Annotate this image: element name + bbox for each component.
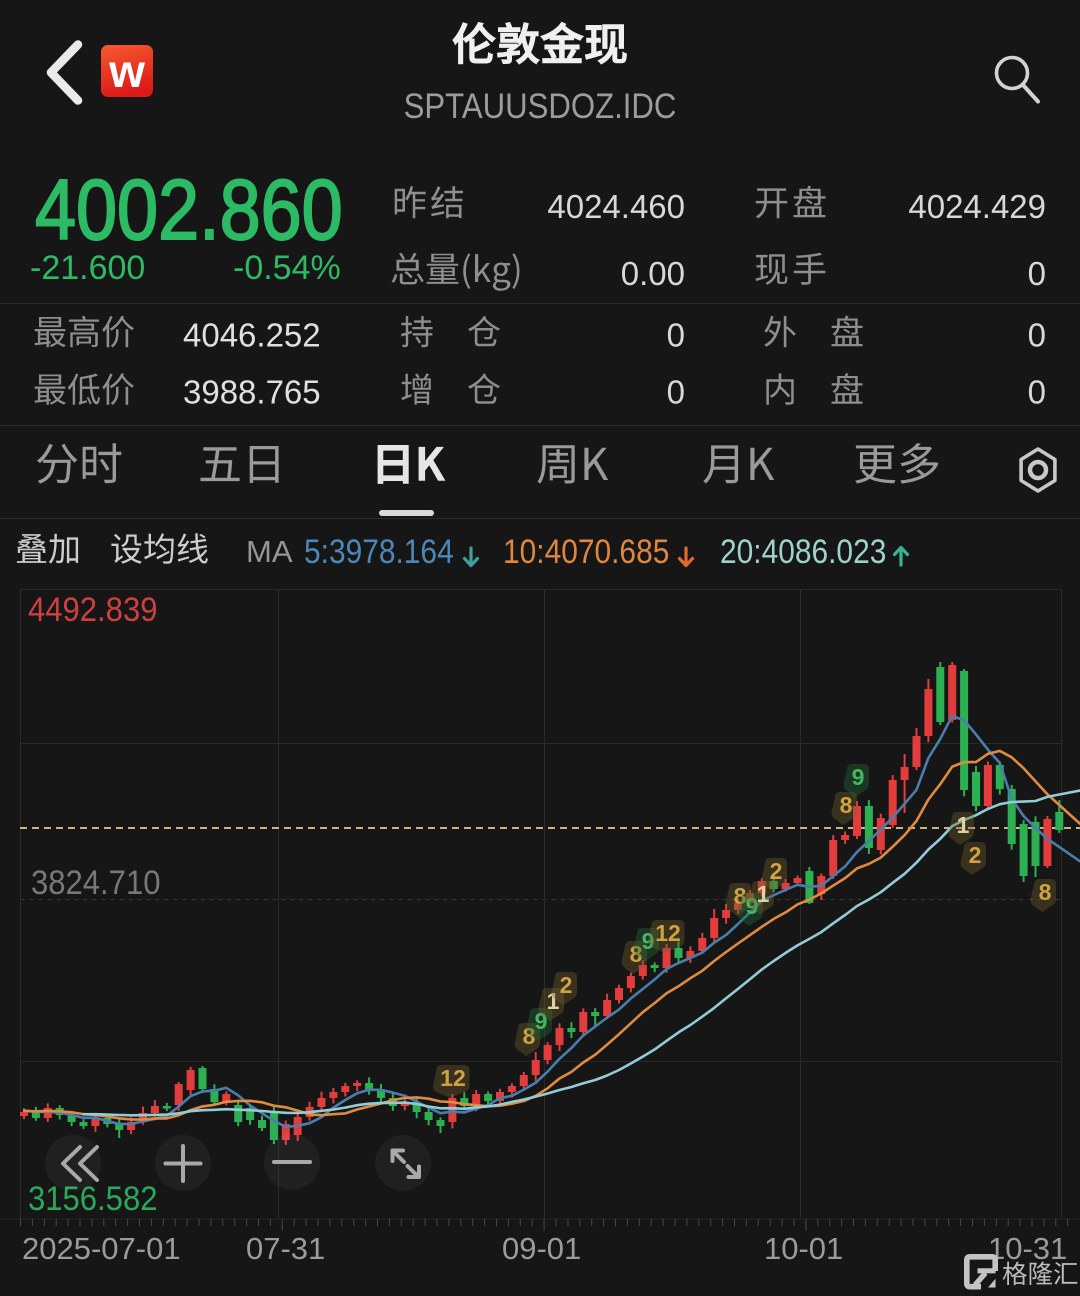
svg-text:3988.765: 3988.765 (183, 374, 321, 411)
svg-text:2: 2 (969, 842, 982, 868)
svg-text:10-31: 10-31 (988, 1231, 1067, 1266)
svg-text:w: w (108, 45, 145, 97)
svg-text:-0.54%: -0.54% (233, 249, 341, 287)
svg-text:9: 9 (746, 893, 759, 919)
svg-text:8: 8 (523, 1023, 536, 1049)
svg-text:1: 1 (957, 812, 970, 838)
svg-text:9: 9 (852, 764, 865, 790)
svg-text:0: 0 (1028, 317, 1046, 354)
svg-text:8: 8 (840, 792, 853, 818)
svg-text:5:3978.164: 5:3978.164 (304, 532, 454, 570)
svg-text:3824.710: 3824.710 (31, 862, 160, 901)
svg-text:0: 0 (667, 374, 685, 411)
svg-text:20:4086.023: 20:4086.023 (720, 532, 886, 570)
svg-text:07-31: 07-31 (246, 1231, 325, 1266)
svg-text:10-01: 10-01 (764, 1231, 843, 1266)
svg-text:8: 8 (734, 883, 747, 909)
svg-text:9: 9 (535, 1008, 548, 1034)
svg-text:4024.460: 4024.460 (547, 188, 685, 225)
svg-text:0: 0 (1028, 374, 1046, 411)
svg-text:SPTAUUSDOZ.IDC: SPTAUUSDOZ.IDC (404, 87, 677, 126)
svg-text:0.00: 0.00 (621, 255, 685, 292)
svg-text:4492.839: 4492.839 (28, 589, 157, 628)
svg-text:09-01: 09-01 (502, 1231, 581, 1266)
svg-text:2: 2 (770, 858, 783, 884)
svg-text:12: 12 (440, 1065, 466, 1091)
svg-text:1: 1 (547, 988, 560, 1014)
svg-text:4046.252: 4046.252 (183, 317, 321, 354)
svg-text:2025-07-01: 2025-07-01 (22, 1231, 181, 1266)
svg-text:-21.600: -21.600 (30, 249, 145, 287)
svg-text:8: 8 (1039, 879, 1052, 905)
svg-text:0: 0 (667, 317, 685, 354)
svg-text:9: 9 (642, 928, 655, 954)
svg-text:2: 2 (560, 972, 573, 998)
svg-text:1: 1 (757, 881, 770, 907)
svg-text:4002.860: 4002.860 (35, 162, 343, 257)
svg-text:0: 0 (1028, 255, 1046, 292)
svg-text:3156.582: 3156.582 (28, 1178, 157, 1217)
svg-text:4024.429: 4024.429 (908, 188, 1046, 225)
svg-text:10:4070.685: 10:4070.685 (503, 532, 669, 570)
svg-text:12: 12 (655, 920, 681, 946)
svg-text:8: 8 (630, 941, 643, 967)
svg-text:MA: MA (246, 534, 293, 569)
